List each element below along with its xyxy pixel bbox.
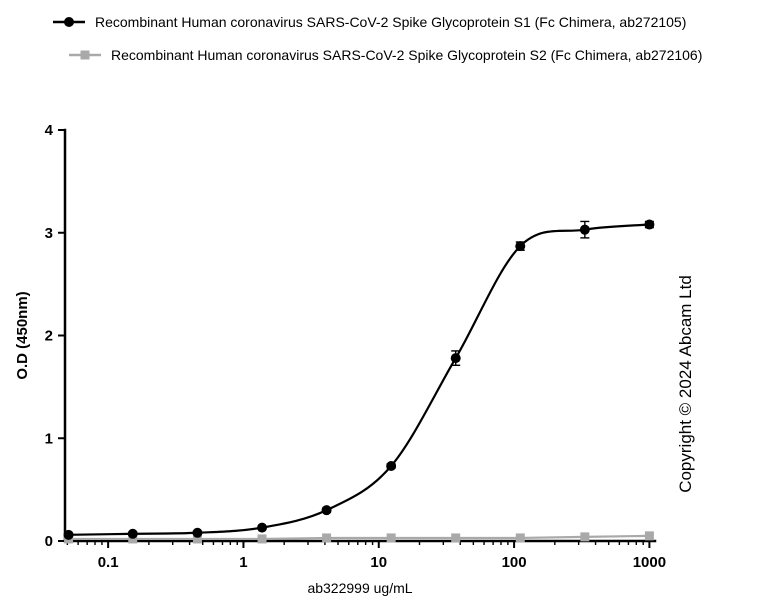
series-0-point-marker	[192, 527, 203, 538]
y-tick-label: 1	[45, 430, 53, 447]
series-1-point-marker	[580, 532, 590, 542]
x-tick-label: 100	[502, 554, 527, 571]
y-tick-label: 2	[45, 328, 53, 345]
series-1-point-marker	[322, 533, 332, 543]
y-tick-label: 0	[45, 533, 53, 550]
chart-legend: Recombinant Human coronavirus SARS-CoV-2…	[52, 14, 702, 63]
series-0-point-marker	[63, 529, 74, 540]
series-1-point-marker	[192, 534, 202, 544]
series-0-point-marker	[127, 528, 138, 539]
s1-circle-marker-icon	[53, 17, 85, 27]
legend-item-s2: Recombinant Human coronavirus SARS-CoV-2…	[52, 47, 702, 63]
series-1-curve	[68, 534, 650, 541]
y-axis-title: O.D (450nm)	[14, 291, 31, 379]
x-tick-label: 1	[239, 554, 247, 571]
y-tick-label: 3	[45, 225, 53, 242]
legend-item-s1: Recombinant Human coronavirus SARS-CoV-2…	[52, 14, 702, 30]
y-tick-label: 4	[45, 122, 54, 139]
series-0-point-marker	[579, 224, 590, 235]
copyright-text: Copyright © 2024 Abcam Ltd	[676, 275, 695, 493]
series-0-point-marker	[515, 241, 526, 252]
s2-square-marker-icon	[69, 50, 101, 60]
series-0-point-marker	[450, 353, 461, 364]
series-0-point-marker	[257, 522, 268, 533]
series-1-point-marker	[128, 534, 138, 544]
series-0-point-marker	[321, 505, 332, 516]
series-1-point-marker	[644, 531, 654, 541]
series-1-point-marker	[515, 533, 525, 543]
series-0-point-marker	[644, 219, 655, 230]
series-1-point-marker	[257, 534, 267, 544]
series-0-curve	[68, 223, 650, 536]
x-tick-label: 10	[370, 554, 387, 571]
series-0-point-marker	[386, 460, 397, 471]
series-1-point-marker	[451, 533, 461, 543]
legend-label-s2: Recombinant Human coronavirus SARS-CoV-2…	[111, 47, 703, 63]
legend-label-s1: Recombinant Human coronavirus SARS-CoV-2…	[95, 14, 687, 30]
x-axis-title: ab322999 ug/mL	[307, 580, 412, 596]
x-tick-label: 0.1	[98, 554, 119, 571]
series-1-point-marker	[386, 533, 396, 543]
x-tick-label: 1000	[633, 554, 666, 571]
